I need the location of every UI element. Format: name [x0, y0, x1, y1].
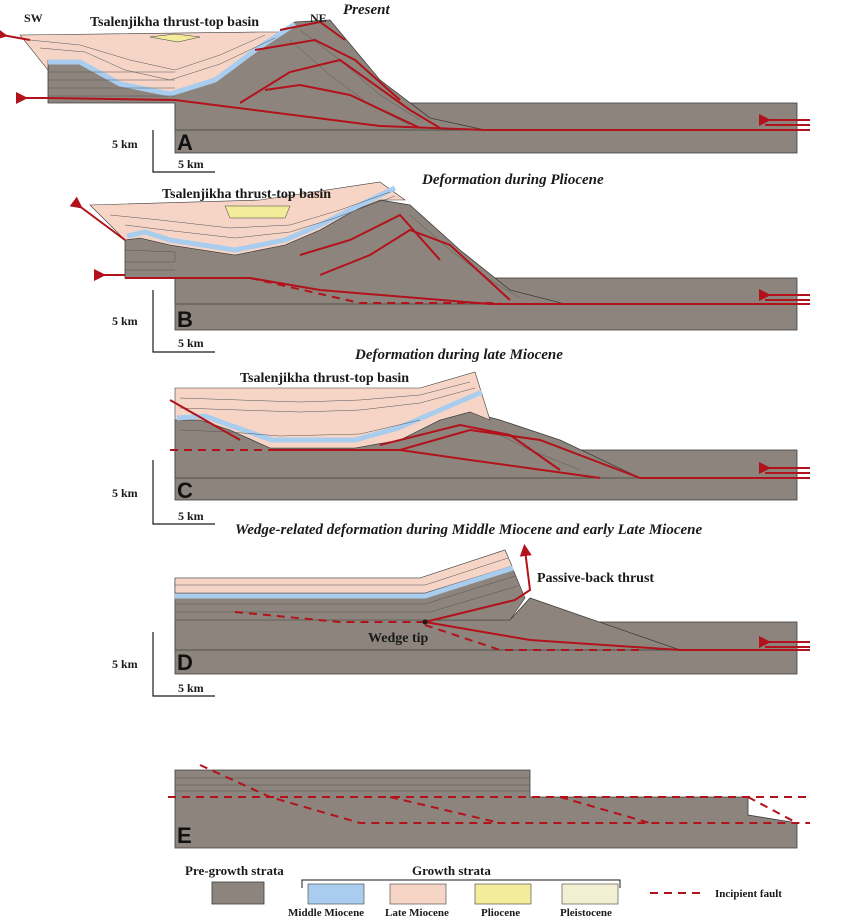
panel-a-imbricate-1: [239, 58, 441, 129]
panel-b-letter: B: [177, 307, 193, 332]
panel-c-letter: C: [177, 478, 193, 503]
legend-growth-bracket: [301, 879, 621, 888]
panel-e-incipient-fault-ramp-2: [389, 796, 501, 824]
panel-c-h-scale: 5 km: [178, 509, 204, 523]
panel-c-basin-label: Tsalenjikha thrust-top basin: [240, 371, 409, 386]
panel-d: Wedge-related deformation during Middle …: [112, 522, 810, 697]
panel-b-title: Deformation during Pliocene: [421, 172, 604, 188]
panel-a-basal-thrust: [47, 97, 810, 131]
panel-d-bedding: [175, 557, 519, 613]
panel-a-sw-label: SW: [24, 11, 43, 25]
legend-pleistocene-swatch: [561, 883, 619, 905]
legend-middle-miocene-swatch: [307, 883, 365, 905]
panel-b-imbricate-1: [319, 228, 511, 301]
panel-d-title: Wedge-related deformation during Middle …: [235, 522, 703, 538]
panel-c-imbricate-1: [399, 449, 601, 479]
panel-b-pliocene: [224, 205, 291, 219]
legend-pre-growth-swatch: [211, 881, 265, 905]
legend-late-miocene-swatch: [389, 883, 447, 905]
panel-c-imbricate-2: [379, 423, 561, 471]
panel-a-basin-label: Tsalenjikha thrust-top basin: [90, 15, 259, 30]
legend-late-miocene-label: Late Miocene: [385, 907, 449, 919]
panel-a-imbricate-3: [254, 38, 401, 101]
panel-a-title: Present: [343, 2, 390, 18]
panel-b-basal-thrust: [125, 277, 810, 305]
panel-b-basin-label: Tsalenjikha thrust-top basin: [162, 187, 331, 202]
panel-c-scale-bar: [152, 460, 215, 525]
panel-b-v-scale: 5 km: [112, 314, 138, 328]
panel-d-wedge-tip-dot: [422, 619, 428, 625]
panel-c-sw-thrust: [169, 399, 241, 441]
panel-a: Present Tsalenjikha thrust-top basin SW …: [0, 2, 810, 173]
panel-a-scale-bar: [152, 130, 215, 173]
panel-d-scale-bar: [152, 632, 215, 697]
legend: Pre-growth strata Growth strata Middle M…: [185, 863, 782, 919]
legend-pleistocene-label: Pleistocene: [560, 907, 612, 919]
panel-a-h-scale: 5 km: [178, 157, 204, 171]
legend-middle-miocene-label: Middle Miocene: [288, 907, 364, 919]
panel-a-middle-miocene: [48, 21, 297, 97]
panel-d-incipient-fault-2: [424, 624, 640, 651]
panel-a-v-scale: 5 km: [112, 137, 138, 151]
panel-e-incipient-fault-ramp-1: [199, 764, 810, 824]
panel-c-v-scale: 5 km: [112, 486, 138, 500]
panel-b-late-miocene: [89, 181, 406, 256]
panel-e-letter: E: [177, 823, 192, 848]
panel-e-pre-growth: [174, 769, 798, 849]
legend-pre-growth-heading: Pre-growth strata: [185, 863, 284, 878]
panel-a-imbricate-2: [264, 83, 421, 129]
panel-d-passive-back-thrust: [424, 544, 532, 623]
panel-d-basal-thrust: [424, 621, 810, 651]
panel-b: Deformation during Pliocene Tsalenjikha …: [69, 172, 810, 353]
panel-e-bedding: [175, 777, 530, 792]
panel-c-title: Deformation during late Miocene: [354, 347, 563, 363]
panel-d-wedge-tip-label: Wedge tip: [368, 631, 428, 646]
panel-e: E: [168, 764, 810, 849]
panel-d-passive-label: Passive-back thrust: [537, 571, 654, 586]
panel-a-ne-label: NE: [310, 11, 327, 25]
panel-a-letter: A: [177, 130, 193, 155]
panel-b-middle-miocene: [126, 185, 397, 253]
panel-e-incipient-fault-ramp-4: [747, 796, 798, 824]
panel-b-scale-bar: [152, 290, 215, 353]
panel-b-bedding: [109, 191, 521, 299]
panel-b-sw-thrust: [69, 196, 126, 241]
panel-b-incipient-fault: [249, 277, 500, 304]
panel-d-v-scale: 5 km: [112, 657, 138, 671]
panel-e-incipient-fault-ramp-3: [559, 796, 651, 824]
legend-pliocene-label: Pliocene: [481, 907, 520, 919]
panel-c-middle-miocene: [176, 389, 483, 443]
panel-b-h-scale: 5 km: [178, 336, 204, 350]
panel-d-middle-miocene: [175, 565, 514, 599]
panel-b-imbricate-2: [299, 213, 441, 261]
panel-a-pliocene: [149, 33, 201, 43]
legend-incipient-fault-label: Incipient fault: [715, 888, 782, 900]
panel-c: Deformation during late Miocene Tsalenji…: [112, 347, 810, 525]
legend-growth-heading: Growth strata: [412, 863, 491, 878]
panel-d-h-scale: 5 km: [178, 681, 204, 695]
panel-d-letter: D: [177, 650, 193, 675]
panel-d-incipient-fault-1: [234, 611, 425, 623]
legend-pliocene-swatch: [474, 883, 532, 905]
panel-a-bedding: [29, 29, 421, 126]
panel-a-thrust-sw: [0, 28, 31, 41]
panel-a-imbricate-4: [279, 20, 346, 41]
